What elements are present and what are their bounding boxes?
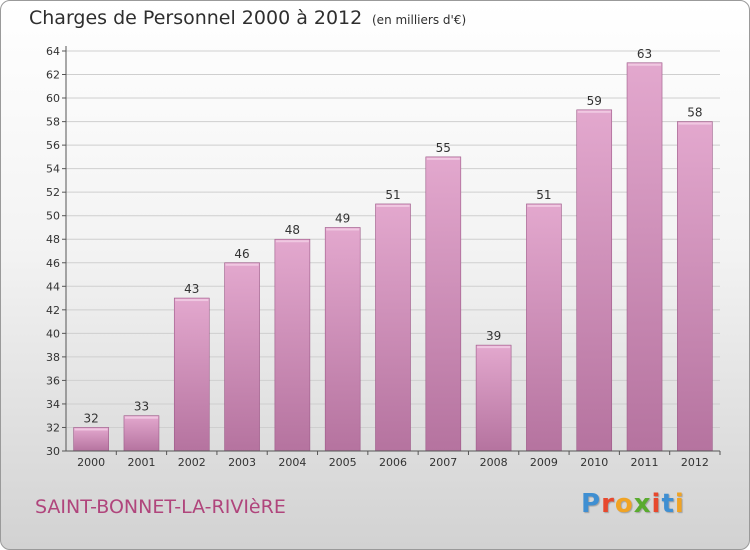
bar-highlight: [225, 263, 259, 266]
y-tick-label: 46: [46, 257, 60, 270]
data-label: 33: [134, 400, 149, 414]
x-tick-label: 2001: [127, 456, 155, 469]
y-tick-label: 40: [46, 327, 60, 340]
x-tick-label: 2007: [429, 456, 457, 469]
y-tick-label: 60: [46, 92, 60, 105]
x-tick-label: 2011: [631, 456, 659, 469]
y-tick-label: 44: [46, 280, 60, 293]
bar-2007: [425, 156, 462, 452]
data-label: 39: [486, 329, 501, 343]
x-tick-label: 2012: [681, 456, 709, 469]
logo-letter: i: [651, 489, 662, 519]
bar-highlight: [577, 110, 611, 113]
bar-2002: [173, 297, 210, 452]
bar-highlight: [275, 240, 309, 243]
bar-2003: [224, 262, 260, 452]
bar-2010: [576, 109, 613, 452]
y-tick-label: 38: [46, 351, 60, 364]
x-tick-label: 2003: [228, 456, 256, 469]
y-tick-label: 42: [46, 304, 60, 317]
x-tick-label: 2005: [329, 456, 357, 469]
x-tick-label: 2004: [278, 456, 306, 469]
chart-title: Charges de Personnel 2000 à 2012: [29, 7, 363, 29]
y-tick-label: 36: [46, 374, 60, 387]
bar-highlight: [124, 416, 158, 419]
data-label: 55: [436, 141, 451, 155]
x-tick-label: 2009: [530, 456, 558, 469]
bar-2005: [324, 227, 361, 452]
logo-letter: P: [581, 489, 602, 519]
bar-highlight: [175, 299, 209, 302]
x-tick-label: 2010: [580, 456, 608, 469]
y-tick-label: 50: [46, 210, 60, 223]
bar-highlight: [678, 122, 712, 125]
logo-letter: o: [614, 489, 634, 519]
logo-letter: x: [633, 489, 652, 519]
data-label: 46: [234, 247, 249, 261]
bar-highlight: [527, 204, 561, 207]
bars: [73, 62, 713, 452]
bar-2001: [123, 415, 160, 452]
x-tick-label: 2000: [77, 456, 105, 469]
bar-highlight: [74, 428, 108, 431]
bar-highlight: [628, 63, 662, 66]
y-tick-label: 30: [46, 445, 60, 458]
bar-highlight: [426, 157, 460, 160]
proxiti-logo[interactable]: Proxiti: [581, 489, 685, 519]
x-tick-label: 2006: [379, 456, 407, 469]
y-tick-label: 62: [46, 69, 60, 82]
chart-subtitle: (en milliers d'€): [372, 13, 467, 27]
commune-name: SAINT-BONNET-LA-RIVIèRE: [35, 496, 286, 518]
bar-2012: [677, 121, 713, 452]
bar-2000: [73, 427, 109, 452]
y-tick-label: 34: [46, 398, 60, 411]
data-label: 59: [587, 94, 602, 108]
data-label: 49: [335, 211, 350, 225]
bar-highlight: [376, 204, 410, 207]
data-label: 51: [385, 188, 400, 202]
y-tick-label: 48: [46, 233, 60, 246]
data-label: 63: [637, 47, 652, 61]
y-tick-label: 52: [46, 186, 60, 199]
x-tick-label: 2008: [480, 456, 508, 469]
logo-letter: i: [674, 489, 685, 519]
data-label: 32: [84, 411, 99, 425]
y-tick-label: 32: [46, 421, 60, 434]
y-tick-label: 58: [46, 116, 60, 129]
logo-letter: r: [601, 489, 615, 519]
data-label: 58: [687, 106, 702, 120]
bar-2004: [274, 238, 311, 452]
data-label: 51: [536, 188, 551, 202]
bar-2006: [375, 203, 411, 452]
bar-2011: [626, 62, 663, 452]
x-tick-label: 2002: [178, 456, 206, 469]
data-label: 48: [285, 223, 300, 237]
data-label: 43: [184, 282, 199, 296]
y-tick-label: 54: [46, 163, 60, 176]
y-tick-label: 56: [46, 139, 60, 152]
bar-highlight: [477, 346, 511, 349]
data-labels: 32 33 43 46 48 49 51 55 39 51 59 63 58: [84, 47, 703, 426]
bar-2008: [475, 344, 512, 452]
y-tick-label: 64: [46, 45, 60, 58]
axes: 30 32 34 36 38 40 42 44 46 48 50 52 54 56 58 60 62 64 2000…: [46, 45, 721, 469]
bar-2009: [526, 203, 562, 452]
bar-highlight: [326, 228, 360, 231]
logo-letter: t: [661, 489, 675, 519]
